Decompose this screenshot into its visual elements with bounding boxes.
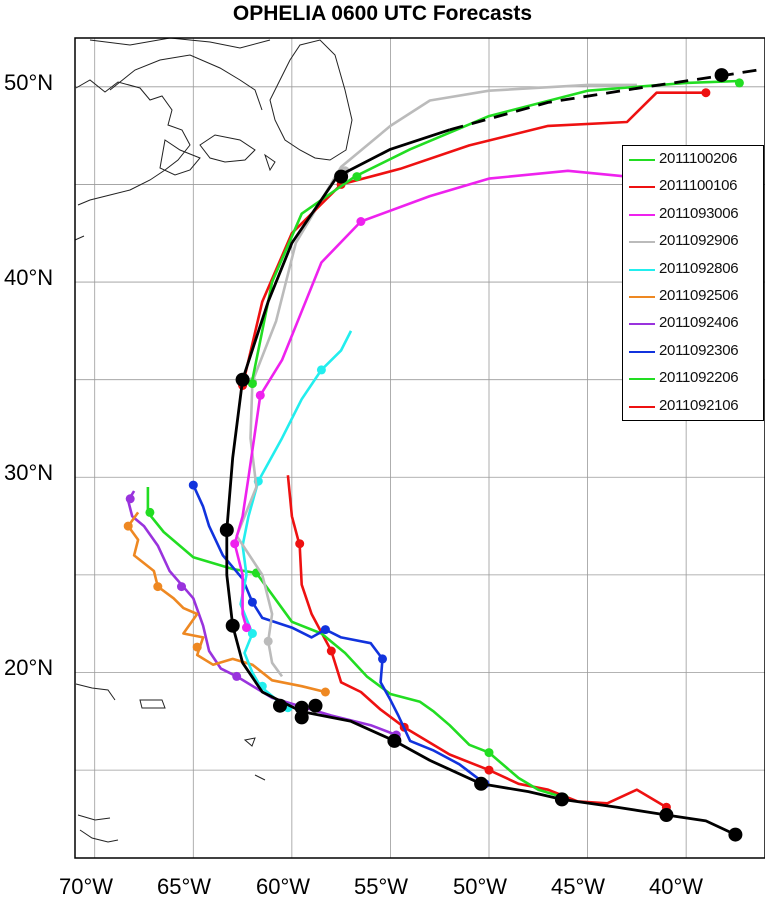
legend-swatch	[629, 323, 655, 326]
forecast-track-line	[233, 169, 628, 628]
legend-item: 2011092506	[623, 283, 763, 310]
forecast-track-line	[126, 490, 397, 737]
forecast-position-marker	[320, 625, 330, 635]
legend-swatch	[629, 241, 655, 244]
forecast-position-marker	[484, 765, 494, 775]
y-tick-label: 30°N	[4, 460, 54, 485]
legend-label: 2011092906	[659, 232, 739, 250]
legend-swatch	[629, 295, 655, 298]
forecast-position-marker	[247, 597, 257, 607]
best-track-position-marker	[273, 698, 287, 713]
legend-label: 2011100106	[659, 177, 738, 195]
page-title: OPHELIA 0600 UTC Forecasts	[232, 2, 533, 25]
forecast-position-marker	[255, 390, 265, 400]
legend-item: 2011093006	[623, 201, 763, 228]
y-tick-label: 40°N	[4, 265, 54, 290]
legend-swatch	[629, 213, 655, 216]
forecast-position-marker	[295, 539, 305, 549]
legend-label: 2011092306	[659, 341, 739, 359]
legend-item: 2011100106	[623, 173, 763, 200]
best-track-position-marker	[294, 700, 309, 715]
forecast-position-marker	[232, 671, 242, 681]
best-track-position-marker	[714, 68, 729, 83]
x-tick-label: 55°W	[353, 874, 409, 899]
forecast-position-marker	[701, 88, 711, 98]
forecast-position-marker	[125, 494, 135, 504]
forecast-position-marker	[378, 654, 387, 664]
forecast-position-marker	[247, 629, 257, 638]
forecast-position-marker	[188, 480, 198, 490]
forecast-position-marker	[242, 623, 251, 633]
forecast-position-marker	[263, 636, 273, 646]
legend-label: 2011093006	[659, 204, 739, 222]
forecast-position-marker	[230, 539, 240, 549]
forecast-position-marker	[352, 172, 362, 182]
legend-item: 2011092106	[623, 393, 763, 420]
legend-item: 2011092406	[623, 310, 763, 337]
forecast-position-marker	[153, 582, 163, 592]
best-track-position-marker	[225, 618, 240, 633]
best-track-position-marker	[308, 698, 323, 713]
best-track-position-marker	[387, 733, 402, 748]
forecast-position-marker	[356, 217, 366, 226]
best-track-position-marker	[334, 169, 349, 184]
forecast-position-marker	[192, 642, 202, 652]
best-track-position-marker	[294, 710, 309, 725]
legend-swatch	[629, 159, 655, 161]
forecast-position-marker	[326, 646, 336, 656]
forecast-position-marker	[320, 687, 330, 697]
legend-swatch	[629, 378, 655, 381]
forecast-position-marker	[177, 582, 186, 592]
plot-frame	[74, 37, 765, 859]
best-track-line	[225, 128, 736, 836]
legend-label: 2011100206	[659, 150, 738, 167]
forecast-track-line	[286, 475, 668, 809]
x-tick-label: 50°W	[452, 874, 508, 899]
forecast-track-line	[126, 511, 326, 694]
legend: 2011100206 2011100106 2011093006 2011092…	[622, 145, 764, 421]
best-track-position-marker	[235, 372, 250, 387]
legend-swatch	[629, 405, 655, 408]
best-track	[219, 67, 765, 842]
legend-label: 2011092506	[659, 286, 739, 304]
legend-item: 2011092906	[623, 228, 763, 255]
forecast-track-line	[235, 83, 637, 678]
forecast-track-line	[239, 330, 353, 709]
forecast-position-marker	[145, 507, 155, 517]
x-tick-label: 45°W	[550, 874, 606, 899]
forecast-track-line	[192, 484, 486, 785]
x-tick-label: 70°W	[58, 874, 114, 899]
legend-swatch	[629, 350, 655, 353]
legend-item: 2011100206	[623, 146, 763, 173]
y-tick-label: 20°N	[4, 655, 54, 680]
coastlines	[74, 37, 353, 843]
forecast-position-marker	[734, 78, 744, 88]
legend-label: 2011092106	[659, 396, 739, 414]
legend-item: 2011092206	[623, 365, 763, 392]
best-track-position-marker	[474, 776, 489, 791]
forecast-position-marker	[316, 365, 326, 375]
forecast-position-marker	[484, 748, 494, 758]
x-tick-label: 60°W	[255, 874, 311, 899]
y-tick-label: 50°N	[4, 70, 54, 95]
legend-label: 2011092406	[659, 314, 739, 332]
legend-label: 2011092806	[659, 259, 739, 277]
forecast-position-marker	[123, 521, 133, 531]
legend-item: 2011092306	[623, 338, 763, 365]
best-track-position-marker	[728, 827, 743, 842]
legend-item: 2011092806	[623, 256, 763, 283]
legend-swatch	[629, 186, 655, 189]
legend-label: 2011092206	[659, 369, 739, 387]
best-track-position-marker	[554, 792, 569, 807]
x-tick-label: 40°W	[648, 874, 704, 899]
best-track-position-marker	[659, 808, 674, 822]
forecast-track-line	[146, 487, 565, 799]
forecast-position-marker	[247, 379, 257, 389]
best-track-position-marker	[219, 523, 234, 537]
x-tick-label: 65°W	[156, 874, 212, 899]
legend-swatch	[629, 268, 655, 271]
